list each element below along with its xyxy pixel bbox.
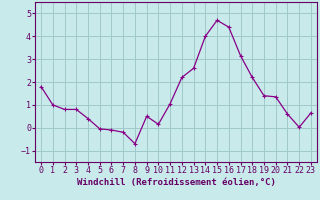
X-axis label: Windchill (Refroidissement éolien,°C): Windchill (Refroidissement éolien,°C): [76, 178, 276, 187]
